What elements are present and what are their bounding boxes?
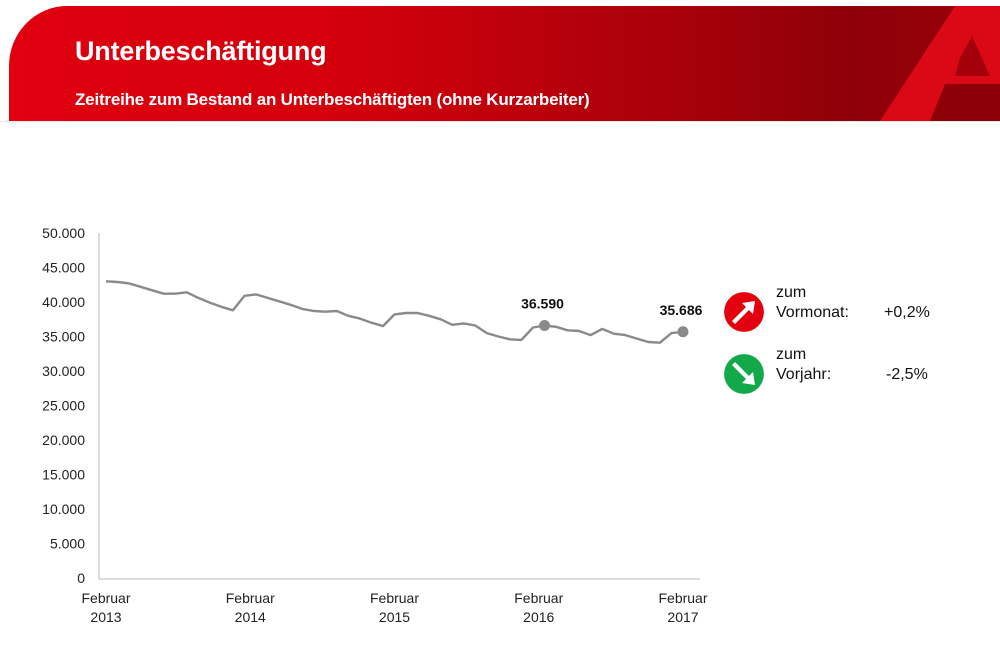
arrow-down-right-icon (724, 354, 764, 394)
y-tick-label: 0 (77, 570, 85, 586)
kpi-vormonat: zum Vormonat: +0,2% (724, 284, 974, 340)
x-tick-label: 2016 (523, 609, 554, 625)
x-tick-label: Februar (514, 590, 563, 606)
header-divider (0, 121, 1000, 122)
y-tick-label: 15.000 (42, 467, 85, 483)
data-label: 35.686 (660, 302, 703, 318)
y-axis: 0 5.000 10.000 15.000 20.000 25.000 30.000 35.0… (42, 225, 100, 586)
kpi-vorjahr: zum Vorjahr: -2,5% (724, 346, 974, 402)
arrow-up-right-icon (724, 292, 764, 332)
y-tick-label: 45.000 (42, 260, 85, 276)
chart-series (105, 280, 684, 344)
x-tick-label: 2015 (379, 609, 410, 625)
data-label: 36.590 (521, 296, 564, 312)
ba-logo-icon (880, 6, 1000, 121)
x-tick-label: Februar (81, 590, 130, 606)
series-line (105, 280, 684, 344)
x-tick-label: 2014 (235, 609, 266, 625)
kpi-label-line1: zum (776, 284, 807, 301)
kpi-label-line2: Vormonat: (776, 304, 849, 321)
y-tick-label: 20.000 (42, 432, 85, 448)
kpi-label-line2: Vorjahr: (776, 366, 832, 383)
y-tick-label: 10.000 (42, 501, 85, 517)
data-point-marker (677, 326, 689, 338)
page-subtitle: Zeitreihe zum Bestand an Unterbeschäftig… (75, 90, 590, 109)
y-tick-label: 35.000 (42, 329, 85, 345)
x-tick-label: Februar (226, 590, 275, 606)
header-banner: Unterbeschäftigung Zeitreihe zum Bestand… (9, 6, 1000, 121)
chart-annotations: 36.590 35.686 (521, 296, 703, 338)
x-tick-label: 2017 (667, 609, 698, 625)
x-tick-label: Februar (658, 590, 707, 606)
kpi-value: -2,5% (886, 366, 928, 383)
y-tick-label: 25.000 (42, 398, 85, 414)
page-title: Unterbeschäftigung (75, 36, 327, 66)
y-tick-label: 30.000 (42, 363, 85, 379)
x-tick-label: 2013 (90, 609, 121, 625)
data-point-marker (539, 320, 551, 332)
y-tick-label: 40.000 (42, 294, 85, 310)
y-tick-label: 50.000 (42, 225, 85, 241)
y-tick-label: 5.000 (50, 536, 85, 552)
x-axis: Februar 2013 Februar 2014 Februar 2015 Februar… (81, 578, 708, 625)
kpi-value: +0,2% (884, 304, 930, 321)
kpi-label-line1: zum (776, 346, 807, 363)
x-tick-label: Februar (370, 590, 419, 606)
